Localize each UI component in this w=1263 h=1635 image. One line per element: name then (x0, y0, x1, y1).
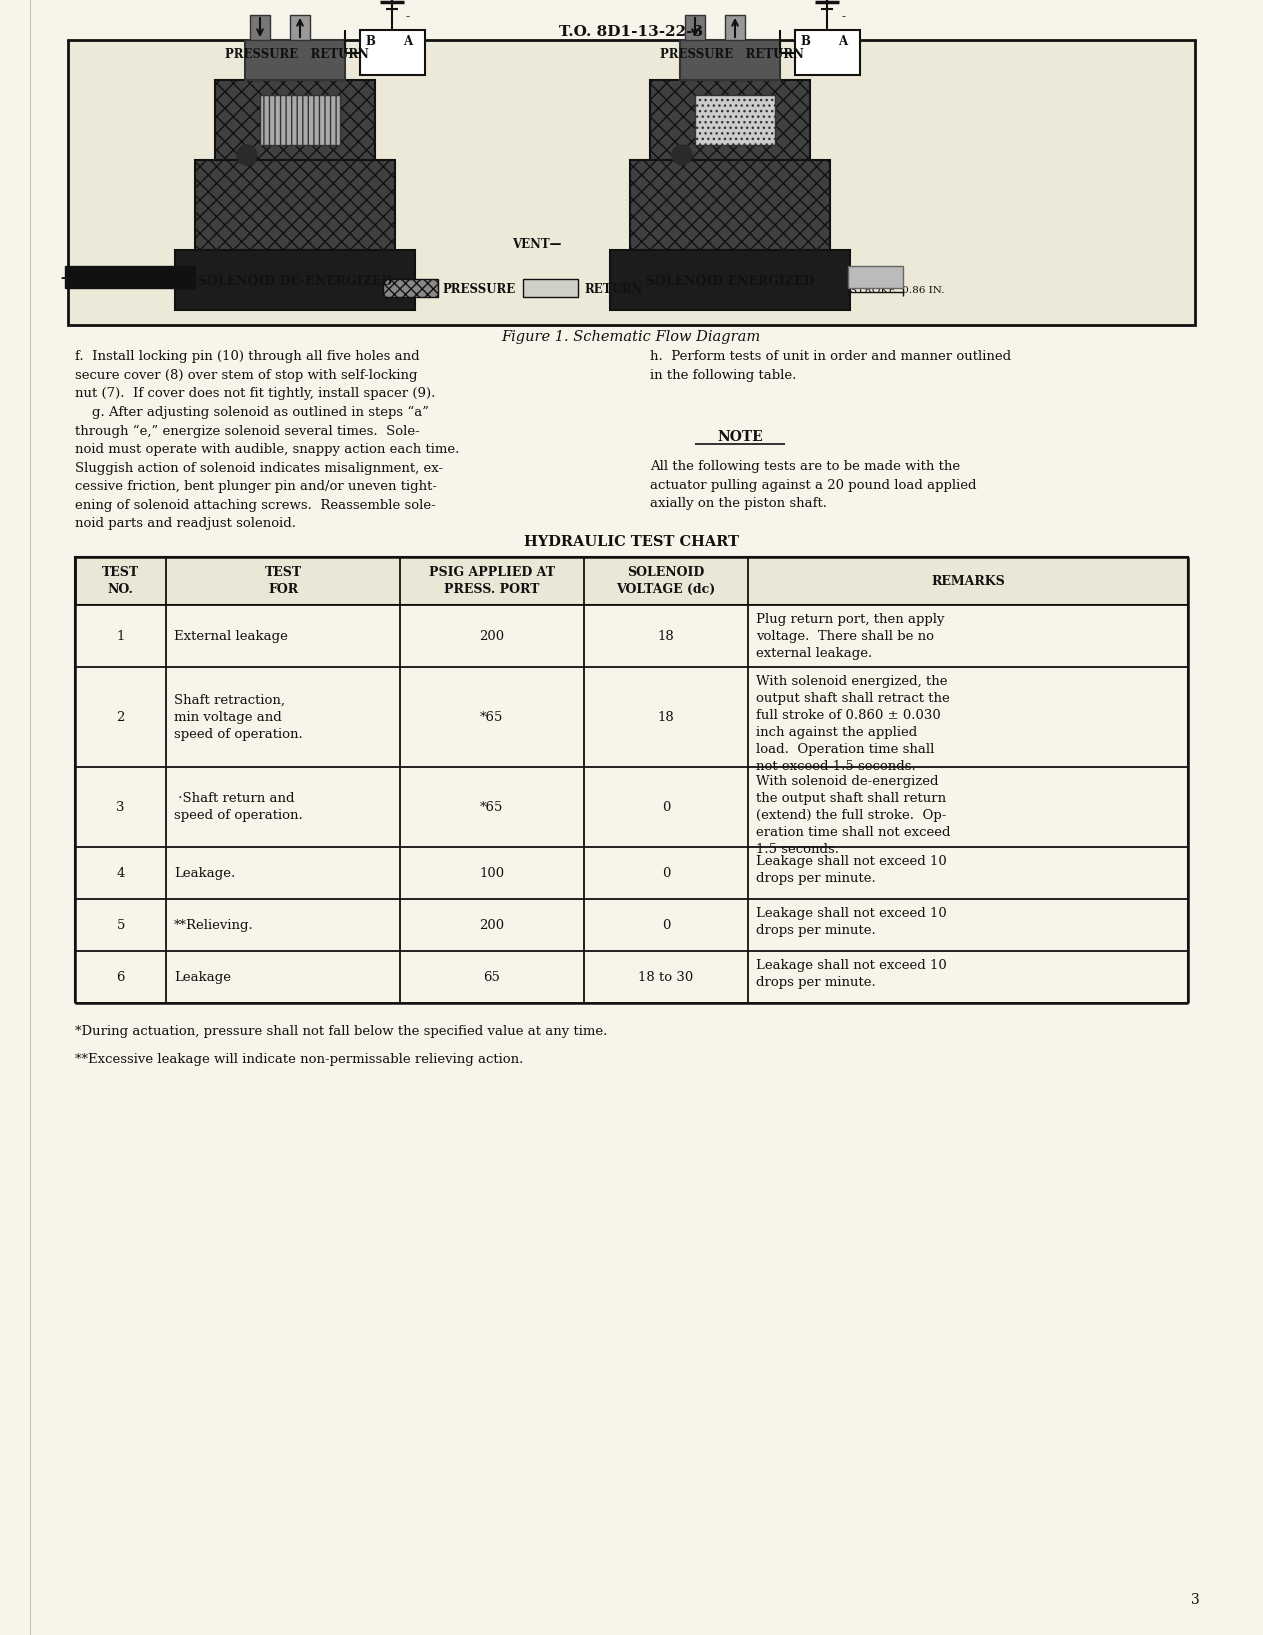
Text: 200: 200 (479, 919, 504, 932)
Bar (679, 39, 781, 80)
Text: 3: 3 (116, 801, 125, 814)
Text: 0: 0 (662, 867, 671, 880)
Text: -: - (405, 10, 410, 23)
Text: B: B (365, 34, 375, 47)
Bar (64, 267, 195, 288)
Bar (75, 558, 1188, 605)
Bar (260, 95, 340, 146)
Text: 3: 3 (1191, 1592, 1200, 1607)
Text: 65: 65 (484, 971, 500, 984)
Bar (215, 80, 375, 160)
Text: SOLENOID
VOLTAGE (dc): SOLENOID VOLTAGE (dc) (616, 566, 716, 597)
Text: STROKE  0.86 IN.: STROKE 0.86 IN. (850, 286, 945, 294)
Circle shape (237, 146, 256, 165)
Text: Leakage shall not exceed 10
drops per minute.: Leakage shall not exceed 10 drops per mi… (757, 960, 947, 989)
Text: -: - (841, 10, 845, 23)
Bar (650, 80, 810, 160)
Text: B: B (799, 34, 810, 47)
Bar (195, 160, 395, 250)
Text: Plug return port, then apply
voltage.  There shall be no
external leakage.: Plug return port, then apply voltage. Th… (757, 613, 945, 661)
Text: 4: 4 (116, 867, 125, 880)
Circle shape (672, 146, 692, 165)
Text: 18: 18 (658, 711, 674, 724)
Bar (630, 160, 830, 250)
Text: REMARKS: REMARKS (931, 574, 1005, 587)
Text: All the following tests are to be made with the
actuator pulling against a 20 po: All the following tests are to be made w… (650, 459, 976, 510)
Text: A: A (839, 34, 847, 47)
Bar (75, 605, 1188, 667)
Text: SOLENOID DE-ENERGIZED: SOLENOID DE-ENERGIZED (198, 275, 392, 288)
Text: TEST
FOR: TEST FOR (264, 566, 302, 597)
Text: *65: *65 (480, 801, 504, 814)
Text: —VENT: —VENT (61, 271, 110, 284)
Text: Leakage: Leakage (174, 971, 231, 984)
Bar (610, 250, 850, 311)
Bar (245, 39, 345, 80)
Bar (847, 267, 903, 288)
Text: 100: 100 (479, 867, 504, 880)
Bar (725, 15, 745, 39)
Text: PRESSURE   RETURN: PRESSURE RETURN (661, 47, 803, 60)
Text: Shaft retraction,
min voltage and
speed of operation.: Shaft retraction, min voltage and speed … (174, 693, 303, 741)
Text: 5: 5 (116, 919, 125, 932)
Text: h.  Perform tests of unit in order and manner outlined
in the following table.: h. Perform tests of unit in order and ma… (650, 350, 1012, 381)
Bar (75, 952, 1188, 1002)
Text: With solenoid energized, the
output shaft shall retract the
full stroke of 0.860: With solenoid energized, the output shaf… (757, 675, 950, 773)
Bar (685, 15, 705, 39)
Text: Leakage shall not exceed 10
drops per minute.: Leakage shall not exceed 10 drops per mi… (757, 855, 947, 885)
Text: 18: 18 (658, 629, 674, 643)
Bar (695, 95, 775, 146)
Text: 1: 1 (116, 629, 125, 643)
Bar (75, 667, 1188, 767)
Text: ·Shaft return and
speed of operation.: ·Shaft return and speed of operation. (174, 791, 303, 822)
Text: 18 to 30: 18 to 30 (638, 971, 693, 984)
Text: NOTE: NOTE (717, 430, 763, 445)
Text: With solenoid de-energized
the output shaft shall return
(extend) the full strok: With solenoid de-energized the output sh… (757, 775, 951, 857)
Text: PSIG APPLIED AT
PRESS. PORT: PSIG APPLIED AT PRESS. PORT (429, 566, 554, 597)
Text: Leakage shall not exceed 10
drops per minute.: Leakage shall not exceed 10 drops per mi… (757, 907, 947, 937)
Text: f.  Install locking pin (10) through all five holes and
secure cover (8) over st: f. Install locking pin (10) through all … (75, 350, 460, 530)
Text: *65: *65 (480, 711, 504, 724)
Text: *During actuation, pressure shall not fall below the specified value at any time: *During actuation, pressure shall not fa… (75, 1025, 608, 1038)
Text: PRESSURE   RETURN: PRESSURE RETURN (225, 47, 369, 60)
Bar (523, 280, 577, 298)
Text: RETURN: RETURN (585, 283, 643, 296)
Bar (75, 847, 1188, 899)
Bar (75, 767, 1188, 847)
Bar (176, 250, 416, 311)
Bar (250, 15, 270, 39)
Text: Leakage.: Leakage. (174, 867, 235, 880)
Bar (383, 280, 437, 298)
Text: Figure 1. Schematic Flow Diagram: Figure 1. Schematic Flow Diagram (501, 330, 760, 343)
Bar (68, 39, 1195, 325)
Text: TEST
NO.: TEST NO. (102, 566, 139, 597)
Bar (290, 15, 309, 39)
Text: **Relieving.: **Relieving. (174, 919, 254, 932)
Text: 0: 0 (662, 801, 671, 814)
Bar (75, 899, 1188, 952)
Text: 0: 0 (662, 919, 671, 932)
Text: HYDRAULIC TEST CHART: HYDRAULIC TEST CHART (523, 535, 739, 549)
Text: T.O. 8D1-13-22-3: T.O. 8D1-13-22-3 (560, 25, 703, 39)
Text: VENT—: VENT— (512, 239, 561, 252)
Text: 200: 200 (479, 629, 504, 643)
Bar (360, 29, 426, 75)
Bar (794, 29, 860, 75)
Text: External leakage: External leakage (174, 629, 288, 643)
Text: 2: 2 (116, 711, 125, 724)
Text: A: A (403, 34, 413, 47)
Text: SOLENOID ENERGIZED: SOLENOID ENERGIZED (645, 275, 815, 288)
Text: 6: 6 (116, 971, 125, 984)
Text: **Excessive leakage will indicate non-permissable relieving action.: **Excessive leakage will indicate non-pe… (75, 1053, 523, 1066)
Text: PRESSURE: PRESSURE (442, 283, 515, 296)
